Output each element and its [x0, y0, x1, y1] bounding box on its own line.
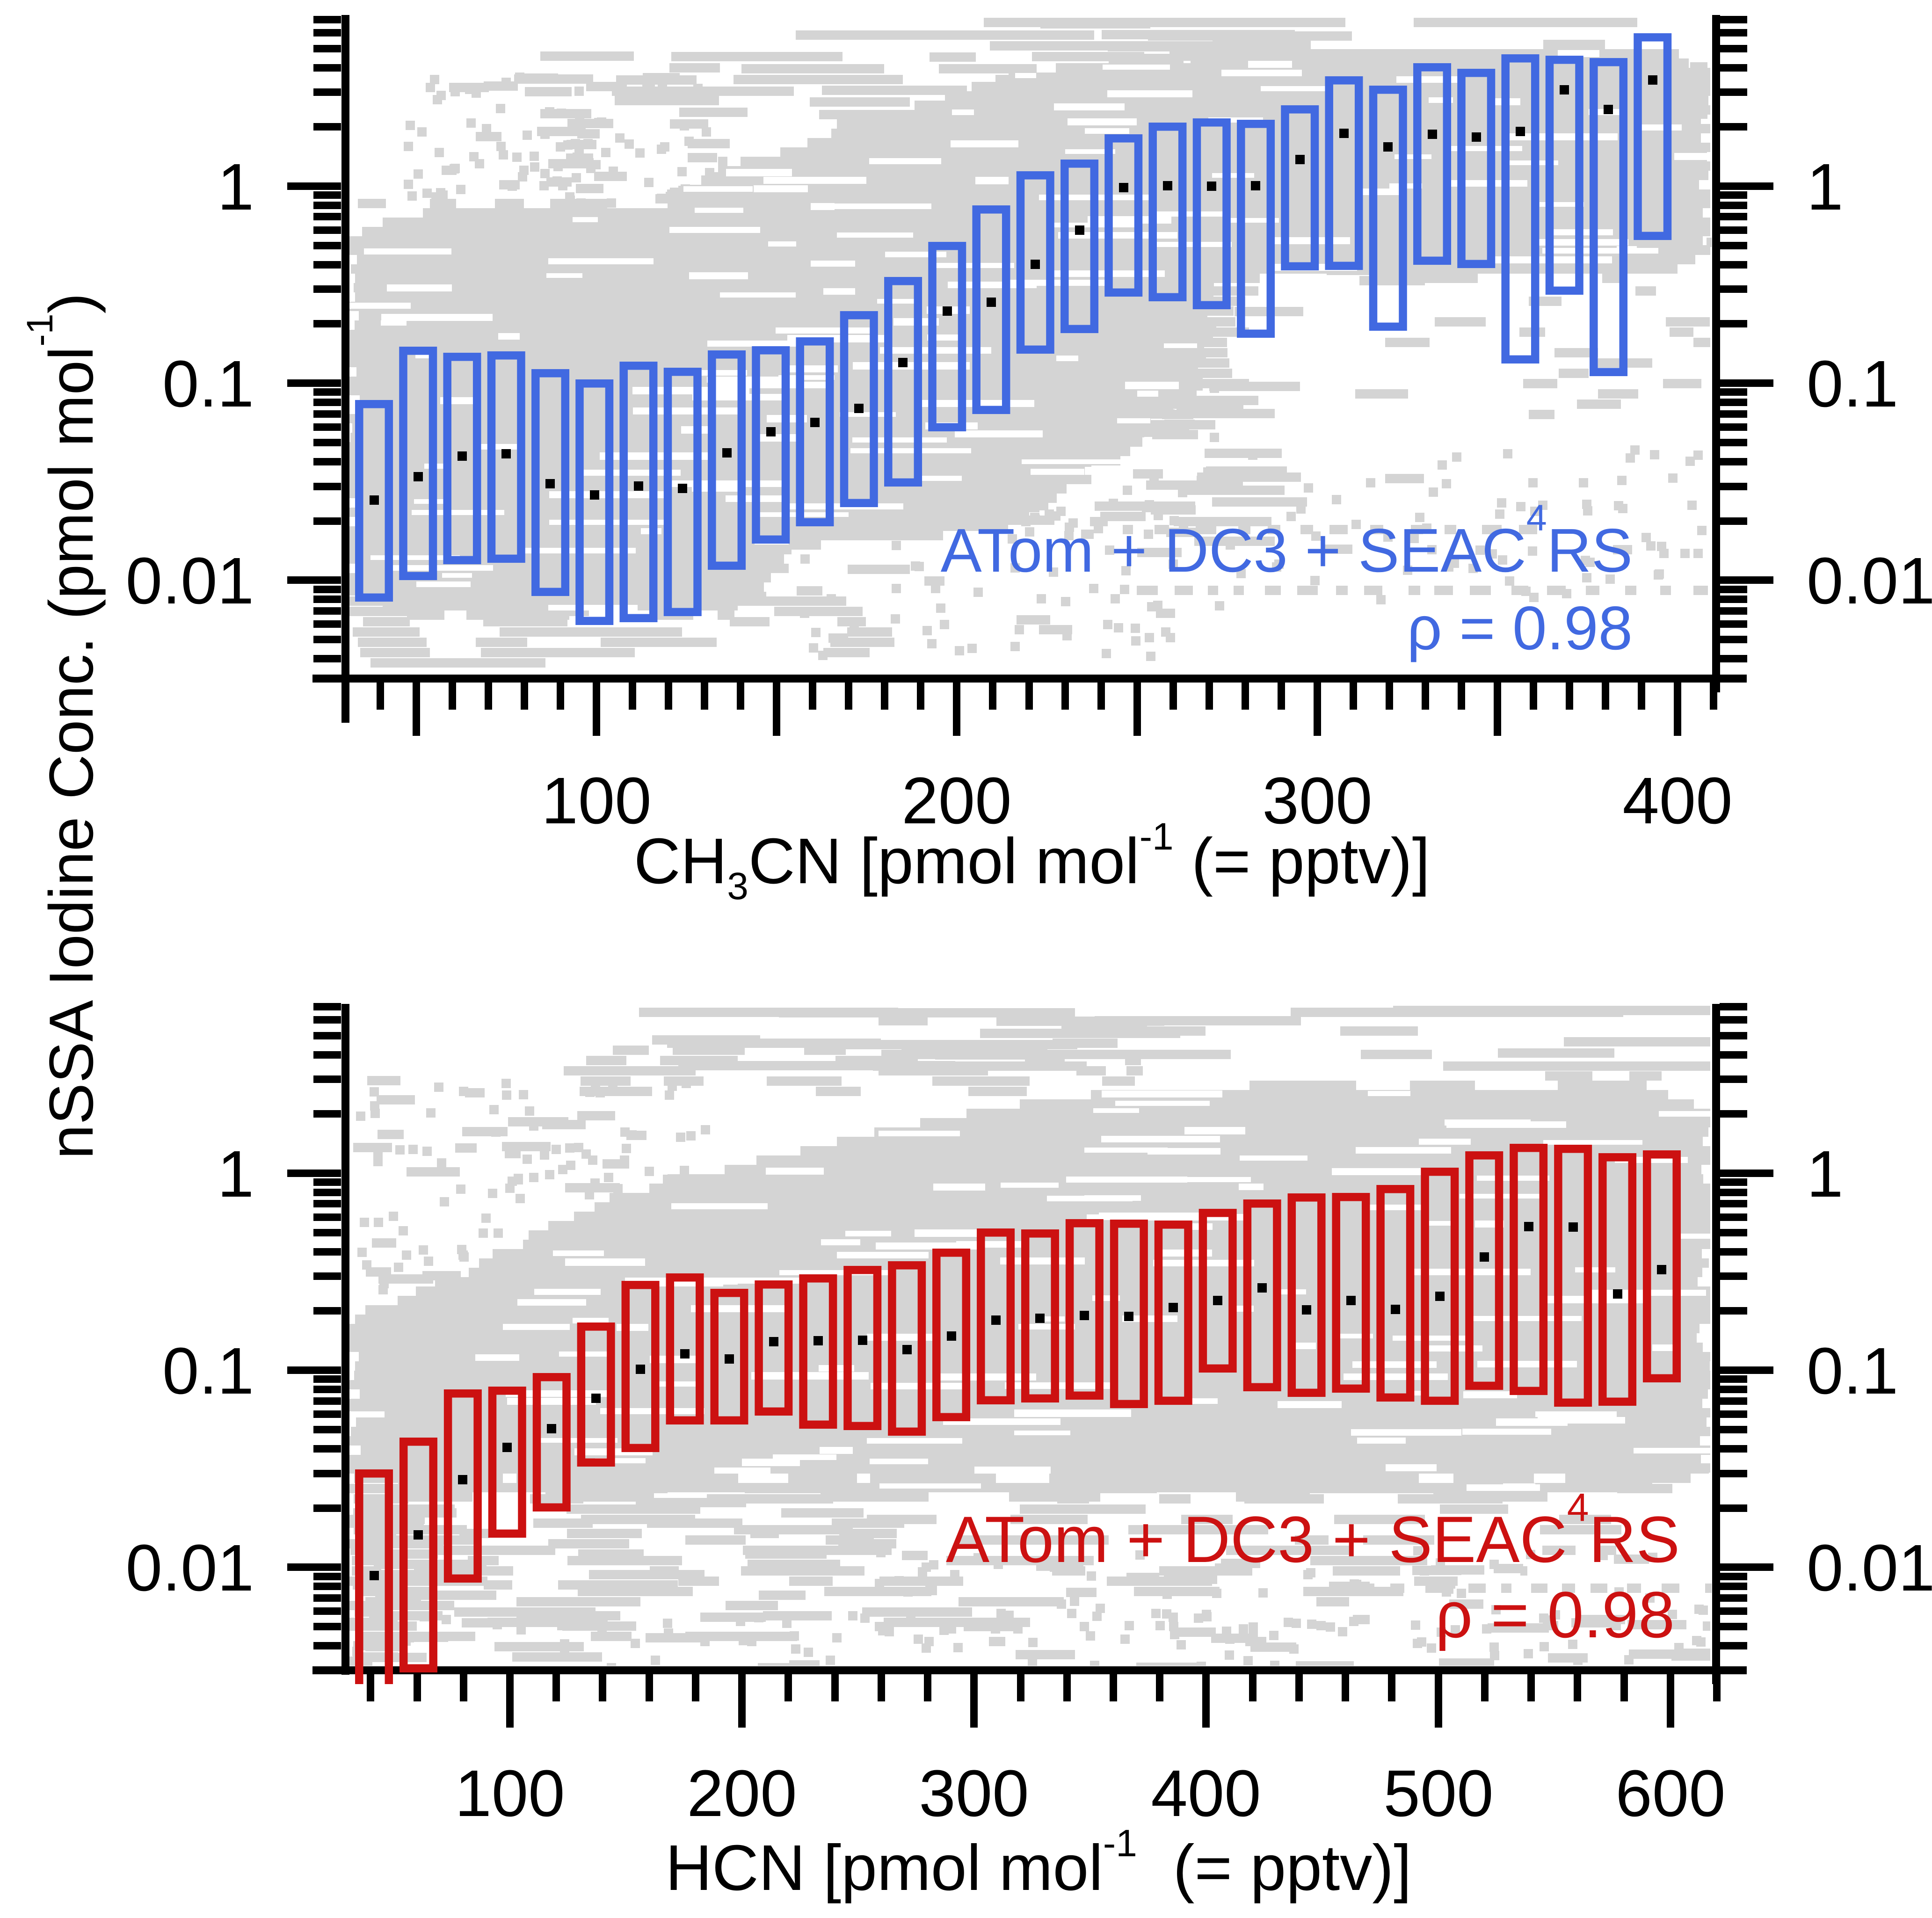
- svg-text:ρ = 0.98: ρ = 0.98: [1435, 1578, 1675, 1651]
- svg-text:ρ = 0.98: ρ = 0.98: [1407, 594, 1633, 662]
- svg-text:HCN [pmol mol-1 (= pptv)]: HCN [pmol mol-1 (= pptv)]: [665, 1822, 1411, 1904]
- svg-text:0.1: 0.1: [162, 347, 254, 421]
- svg-text:CH3CN [pmol mol-1 (= pptv)]: CH3CN [pmol mol-1 (= pptv)]: [634, 815, 1430, 908]
- svg-text:0.1: 0.1: [1807, 1334, 1898, 1408]
- svg-text:0.01: 0.01: [1807, 1531, 1932, 1605]
- svg-text:200: 200: [687, 1756, 797, 1830]
- svg-text:0.01: 0.01: [1807, 544, 1932, 618]
- svg-text:600: 600: [1615, 1756, 1725, 1830]
- svg-text:300: 300: [919, 1756, 1029, 1830]
- svg-text:1: 1: [218, 150, 254, 224]
- svg-text:0.01: 0.01: [126, 1531, 254, 1605]
- svg-text:100: 100: [455, 1756, 565, 1830]
- svg-text:1: 1: [218, 1137, 254, 1211]
- svg-text:500: 500: [1383, 1756, 1493, 1830]
- svg-text:1: 1: [1807, 150, 1843, 224]
- svg-text:300: 300: [1262, 763, 1372, 837]
- svg-text:200: 200: [901, 763, 1011, 837]
- svg-text:400: 400: [1622, 763, 1732, 837]
- svg-text:1: 1: [1807, 1137, 1843, 1211]
- svg-text:0.1: 0.1: [1807, 347, 1898, 421]
- svg-text:0.1: 0.1: [162, 1334, 254, 1408]
- svg-text:400: 400: [1151, 1756, 1261, 1830]
- svg-text:100: 100: [541, 763, 651, 837]
- svg-text:0.01: 0.01: [126, 544, 254, 618]
